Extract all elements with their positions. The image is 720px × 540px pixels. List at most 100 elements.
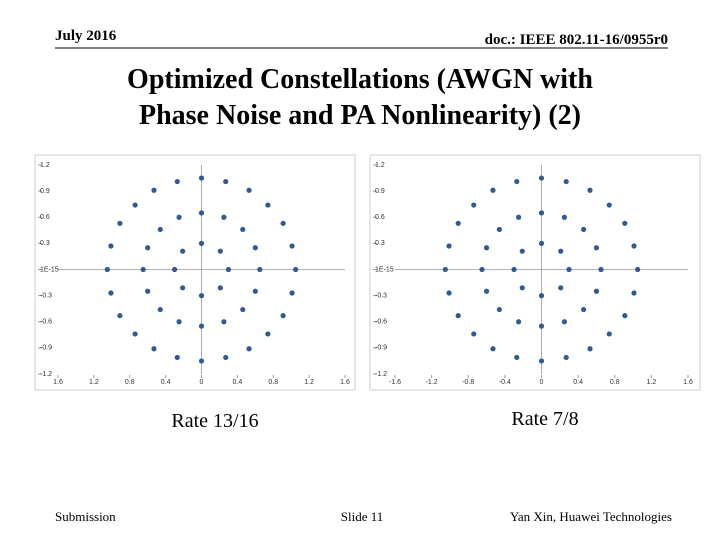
constellation-point xyxy=(217,285,223,291)
y-tick-label: 0.3 xyxy=(375,240,385,247)
x-tick-label: -1.2 xyxy=(426,379,438,386)
y-tick-label: 1E-15 xyxy=(40,266,59,273)
constellation-point xyxy=(566,266,572,273)
constellation-point xyxy=(622,220,628,226)
y-tick-label: -0.6 xyxy=(375,319,387,326)
constellation-point xyxy=(516,319,522,325)
y-tick-label: -1.2 xyxy=(40,371,52,378)
y-tick-label: -0.3 xyxy=(40,292,52,299)
constellation-point xyxy=(223,354,229,361)
constellation-point xyxy=(145,245,151,251)
x-tick-label: 1.2 xyxy=(89,379,99,386)
plot-frame xyxy=(34,154,356,391)
x-tick-label: 0.8 xyxy=(125,379,135,386)
constellation-point xyxy=(635,266,641,273)
constellation-point xyxy=(558,248,564,254)
constellation-point xyxy=(240,306,246,313)
y-tick-label: -0.3 xyxy=(375,292,387,299)
constellation-point xyxy=(246,346,252,352)
x-tick-label: 1.6 xyxy=(340,379,350,386)
constellation-point xyxy=(246,187,252,193)
constellation-point xyxy=(587,187,593,193)
constellation-point xyxy=(180,285,186,291)
constellation-point xyxy=(631,290,637,296)
constellation-point xyxy=(561,319,567,325)
constellation-point xyxy=(257,266,263,273)
constellation-point xyxy=(516,214,522,220)
constellation-point xyxy=(198,323,205,329)
x-tick-label: -1.6 xyxy=(389,379,401,386)
footer-left: Submission xyxy=(55,509,116,524)
constellation-point xyxy=(471,331,477,337)
x-tick-label: -0.4 xyxy=(499,379,511,386)
x-tick-label: 0.8 xyxy=(268,379,278,386)
y-tick-label: 1.2 xyxy=(375,162,385,169)
constellation-point xyxy=(217,248,223,254)
header-date: July 2016 xyxy=(55,28,117,44)
constellation-point xyxy=(538,210,545,216)
constellation-point xyxy=(289,243,295,249)
constellation-point xyxy=(280,313,286,319)
x-tick-label: 0.4 xyxy=(233,379,243,386)
x-tick-label: 0.8 xyxy=(610,379,620,386)
constellation-point xyxy=(593,288,600,294)
constellation-point xyxy=(174,178,180,185)
x-tick-label: 1.6 xyxy=(53,379,63,386)
constellation-point xyxy=(446,243,452,249)
constellation-point xyxy=(631,243,637,249)
constellation-point xyxy=(496,306,502,313)
constellation-point xyxy=(289,290,295,296)
constellation-point xyxy=(606,202,612,208)
constellation-point xyxy=(455,220,461,226)
constellation-point xyxy=(538,293,545,299)
constellation-point xyxy=(538,240,545,246)
constellation-point xyxy=(176,319,182,325)
constellation-point xyxy=(471,202,477,208)
constellation-point xyxy=(514,354,520,361)
constellation-point xyxy=(198,358,205,364)
constellation-point xyxy=(157,306,163,313)
constellation-point xyxy=(593,245,600,251)
constellation-point xyxy=(145,288,151,294)
x-tick-label: 0 xyxy=(200,379,204,386)
constellation-point xyxy=(221,214,227,220)
constellation-point xyxy=(151,187,157,193)
constellation-point xyxy=(598,266,604,273)
constellation-point xyxy=(171,266,178,273)
constellation-point xyxy=(581,306,587,313)
constellation-point xyxy=(104,266,110,273)
x-tick-label: 1.2 xyxy=(647,379,657,386)
constellation-point xyxy=(587,346,593,352)
footer-center: Slide 11 xyxy=(341,509,384,524)
x-tick-label: 1.2 xyxy=(304,379,314,386)
constellation-point xyxy=(483,245,490,251)
constellation-point xyxy=(108,290,114,296)
constellation-point xyxy=(538,323,545,329)
constellation-point xyxy=(538,358,545,364)
constellation-point xyxy=(519,248,525,254)
x-tick-label: 0 xyxy=(540,379,544,386)
constellation-point xyxy=(538,175,545,181)
x-tick-label: 0.4 xyxy=(573,379,583,386)
constellation-point xyxy=(561,214,567,220)
plot-frame xyxy=(369,154,701,391)
footer-right: Yan Xin, Huawei Technologies xyxy=(510,509,672,524)
constellation-point xyxy=(479,266,485,273)
y-tick-label: 0.3 xyxy=(40,240,50,247)
y-tick-label: 0.9 xyxy=(40,188,50,195)
y-tick-label: -0.6 xyxy=(40,319,52,326)
constellation-point xyxy=(240,226,246,233)
x-tick-label: 0.4 xyxy=(161,379,171,386)
y-tick-label: 1E-15 xyxy=(375,266,394,273)
constellation-point xyxy=(280,220,286,226)
constellation-point xyxy=(198,175,205,181)
constellation-point xyxy=(180,248,186,254)
constellation-point xyxy=(490,187,496,193)
constellation-point xyxy=(174,354,180,361)
header-doc: doc.: IEEE 802.11-16/0955r0 xyxy=(485,32,668,48)
constellation-point xyxy=(622,313,628,319)
constellation-point xyxy=(581,226,587,233)
constellation-point xyxy=(293,266,299,273)
constellation-point xyxy=(606,331,612,337)
constellation-point xyxy=(157,226,163,233)
